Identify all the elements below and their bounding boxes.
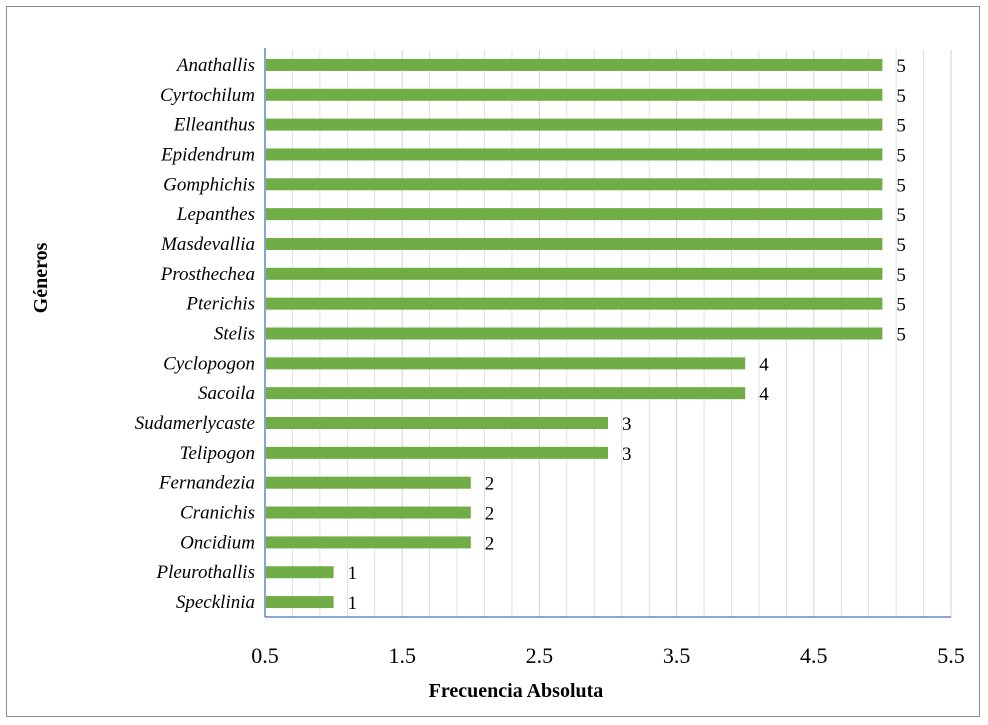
category-label: Lepanthes <box>176 204 255 225</box>
data-label: 4 <box>759 384 769 405</box>
data-label: 4 <box>759 354 769 375</box>
bar <box>266 536 471 549</box>
category-label: Anathallis <box>175 55 255 76</box>
data-label: 1 <box>348 593 358 614</box>
data-label: 5 <box>896 295 906 316</box>
data-label: 2 <box>485 504 495 525</box>
category-label: Sacoila <box>198 383 255 404</box>
data-label: 1 <box>348 563 358 584</box>
data-labels: 5 5 5 5 5 5 5 5 5 5 4 4 3 3 2 2 2 1 1 <box>348 56 906 614</box>
bar <box>266 566 334 579</box>
bar <box>266 506 471 519</box>
category-label: Gomphichis <box>163 174 255 195</box>
bar <box>266 357 746 370</box>
category-label: Stelis <box>214 324 255 345</box>
category-label: Epidendrum <box>160 144 255 165</box>
category-label: Cyclopogon <box>163 353 255 374</box>
x-tick-label: 4.5 <box>800 643 828 668</box>
x-tick-label: 5.5 <box>937 643 965 668</box>
category-label: Pleurothallis <box>155 562 255 583</box>
data-label: 5 <box>896 145 906 166</box>
data-label: 5 <box>896 56 906 77</box>
bar <box>266 178 883 191</box>
bar <box>266 387 746 400</box>
x-tick-label: 3.5 <box>663 643 691 668</box>
bar <box>266 297 883 310</box>
bar <box>266 327 883 340</box>
bar <box>266 596 334 609</box>
data-label: 5 <box>896 325 906 346</box>
category-label: Fernandezia <box>158 473 255 494</box>
bar <box>266 267 883 280</box>
x-axis-title: Frecuencia Absoluta <box>429 680 604 702</box>
data-label: 5 <box>896 265 906 286</box>
bars <box>266 58 883 609</box>
data-label: 5 <box>896 116 906 137</box>
data-label: 5 <box>896 235 906 256</box>
y-axis-title: Géneros <box>30 242 52 313</box>
data-label: 5 <box>896 175 906 196</box>
bar <box>266 446 608 459</box>
data-label: 3 <box>622 444 632 465</box>
data-label: 3 <box>622 414 632 435</box>
bar <box>266 58 883 71</box>
bar <box>266 88 883 101</box>
category-label: Pterichis <box>185 294 255 315</box>
category-label: Specklinia <box>176 592 255 613</box>
data-label: 2 <box>485 533 495 554</box>
x-tick-label: 1.5 <box>388 643 416 668</box>
bar <box>266 417 608 430</box>
category-label: Masdevallia <box>160 234 255 255</box>
category-label: Telipogon <box>180 443 255 464</box>
data-label: 5 <box>896 86 906 107</box>
category-label: Cyrtochilum <box>160 85 255 106</box>
x-tick-labels: 0.5 1.5 2.5 3.5 4.5 5.5 <box>251 643 965 668</box>
bar <box>266 237 883 250</box>
bar <box>266 118 883 131</box>
data-label: 5 <box>896 205 906 226</box>
bar <box>266 476 471 489</box>
bar <box>266 208 883 221</box>
x-tick-label: 2.5 <box>526 643 554 668</box>
x-tick-label: 0.5 <box>251 643 279 668</box>
axes <box>264 48 951 618</box>
category-labels: Anathallis Cyrtochilum Elleanthus Epidendru… <box>135 55 255 613</box>
data-label: 2 <box>485 474 495 495</box>
category-label: Sudamerlycaste <box>135 413 255 434</box>
category-label: Elleanthus <box>173 115 255 136</box>
category-label: Oncidium <box>180 532 255 553</box>
category-label: Prosthechea <box>160 264 255 285</box>
category-label: Cranichis <box>180 503 255 524</box>
bar <box>266 148 883 161</box>
